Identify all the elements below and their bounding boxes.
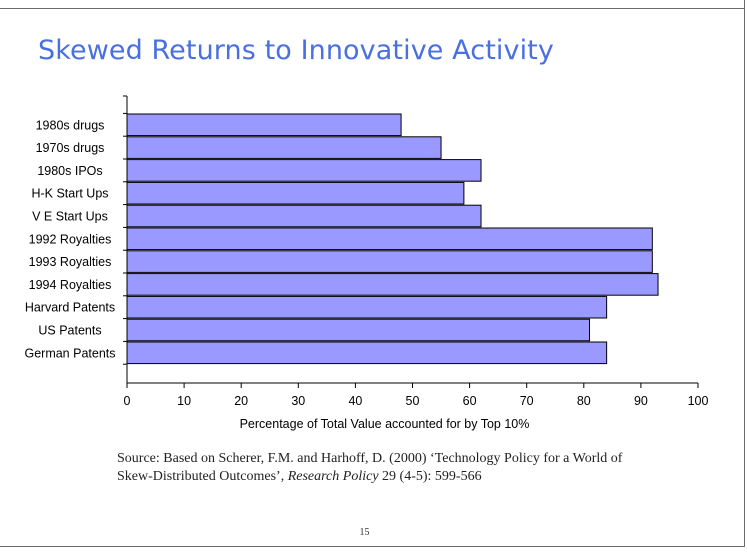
bar bbox=[126, 250, 653, 273]
x-tick-label: 80 bbox=[577, 394, 591, 408]
bar bbox=[126, 113, 402, 137]
bar bbox=[126, 341, 608, 365]
slide-title: Skewed Returns to Innovative Activity bbox=[38, 35, 554, 66]
x-tick-label: 60 bbox=[463, 394, 477, 408]
category-label: 1994 Royalties bbox=[29, 278, 112, 292]
bar bbox=[126, 136, 442, 159]
x-tick-label: 100 bbox=[688, 394, 709, 408]
category-label: 1980s drugs bbox=[36, 118, 105, 132]
x-tick-label: 40 bbox=[348, 394, 362, 408]
category-label: 1992 Royalties bbox=[29, 232, 112, 246]
category-label: 1970s drugs bbox=[36, 141, 105, 155]
x-axis-ticks: 0 10 20 30 40 50 60 70 80 90 100 bbox=[124, 383, 709, 408]
bar bbox=[126, 273, 659, 296]
bar bbox=[126, 295, 608, 319]
category-label: German Patents bbox=[24, 346, 115, 360]
bar bbox=[126, 159, 482, 182]
x-tick-label: 10 bbox=[177, 394, 191, 408]
x-tick-label: 70 bbox=[520, 394, 534, 408]
x-tick-label: 30 bbox=[291, 394, 305, 408]
y-axis-ticks bbox=[123, 95, 127, 365]
category-label: 1993 Royalties bbox=[29, 255, 112, 269]
bar bbox=[126, 181, 465, 205]
category-label: V E Start Ups bbox=[32, 210, 108, 224]
bar bbox=[126, 204, 482, 228]
bar-group bbox=[126, 113, 659, 365]
source-suffix: 29 (4-5): 599-566 bbox=[378, 469, 482, 484]
source-citation: Source: Based on Scherer, F.M. and Harho… bbox=[117, 450, 657, 486]
category-labels: 1980s drugs 1970s drugs 1980s IPOs H-K Star… bbox=[24, 118, 115, 360]
page-number: 15 bbox=[359, 527, 370, 538]
category-label: 1980s IPOs bbox=[37, 164, 102, 178]
category-label: Harvard Patents bbox=[25, 301, 115, 315]
x-tick-label: 0 bbox=[124, 394, 131, 408]
source-prefix: Source: Based on Scherer, F.M. and Harho… bbox=[117, 451, 623, 484]
x-tick-label: 50 bbox=[406, 394, 420, 408]
x-axis-label: Percentage of Total Value accounted for … bbox=[240, 417, 530, 431]
x-tick-label: 20 bbox=[234, 394, 248, 408]
category-label: H-K Start Ups bbox=[31, 187, 108, 201]
slide-frame bbox=[0, 0, 745, 547]
bar bbox=[126, 318, 591, 342]
bar bbox=[126, 227, 653, 251]
source-journal: Research Policy bbox=[287, 469, 379, 484]
category-label: US Patents bbox=[38, 324, 101, 338]
x-tick-label: 90 bbox=[634, 394, 648, 408]
